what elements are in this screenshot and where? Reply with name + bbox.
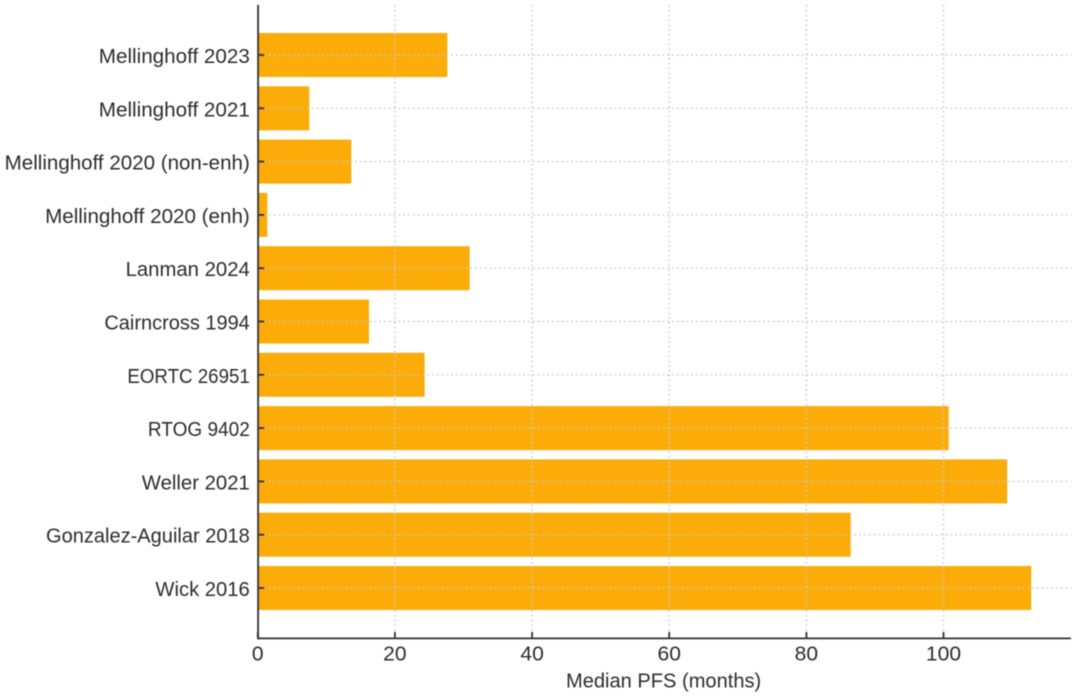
svg-text:Cairncross 1994: Cairncross 1994 bbox=[104, 313, 249, 335]
svg-text:EORTC 26951: EORTC 26951 bbox=[127, 366, 249, 388]
svg-text:0: 0 bbox=[252, 643, 264, 665]
svg-text:Gonzalez-Aguilar 2018: Gonzalez-Aguilar 2018 bbox=[46, 526, 250, 548]
svg-text:80: 80 bbox=[795, 643, 818, 665]
svg-text:Mellinghoff 2023: Mellinghoff 2023 bbox=[99, 46, 250, 68]
svg-text:Mellinghoff 2020 (non-enh): Mellinghoff 2020 (non-enh) bbox=[5, 153, 250, 175]
svg-text:Mellinghoff 2021: Mellinghoff 2021 bbox=[99, 99, 250, 121]
svg-text:20: 20 bbox=[383, 643, 406, 665]
svg-text:Mellinghoff 2020 (enh): Mellinghoff 2020 (enh) bbox=[45, 206, 250, 228]
svg-text:60: 60 bbox=[658, 643, 681, 665]
svg-text:RTOG 9402: RTOG 9402 bbox=[148, 419, 250, 441]
svg-text:Weller 2021: Weller 2021 bbox=[142, 472, 250, 494]
svg-text:100: 100 bbox=[926, 643, 961, 665]
svg-text:Median PFS (months): Median PFS (months) bbox=[566, 671, 761, 693]
svg-text:40: 40 bbox=[520, 643, 543, 665]
svg-text:Lanman 2024: Lanman 2024 bbox=[126, 259, 250, 281]
svg-text:Wick 2016: Wick 2016 bbox=[155, 579, 249, 601]
